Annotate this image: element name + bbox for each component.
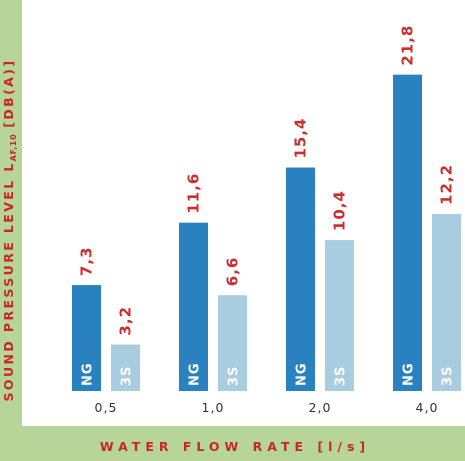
- bar-3s-3: [432, 213, 461, 391]
- value-label: 10,4: [331, 190, 349, 231]
- value-label: 7,3: [78, 246, 96, 276]
- y-axis-title-subscript: AF,10: [9, 134, 18, 162]
- x-tick-label: 1,0: [202, 400, 225, 415]
- bar-group: 7,3NG3,23S0,511,6NG6,63S1,015,4NG10,43S2…: [72, 25, 461, 415]
- value-label: 12,2: [438, 164, 456, 205]
- x-tick-label: 0,5: [95, 400, 118, 415]
- bar-ng-0: [72, 285, 101, 391]
- x-tick-label: 4,0: [416, 400, 439, 415]
- bar-ng-2: [286, 167, 315, 391]
- bar-ng-1: [179, 222, 208, 391]
- bar-3s-2: [325, 240, 354, 391]
- y-axis-title-unit: [DB(A)]: [1, 59, 16, 128]
- value-label: 6,6: [224, 257, 242, 287]
- series-label-3s: 3S: [120, 366, 135, 386]
- value-label: 11,6: [185, 173, 203, 214]
- y-axis-title-main: SOUND PRESSURE LEVEL L: [1, 161, 16, 401]
- series-label-ng: NG: [402, 362, 417, 386]
- series-label-ng: NG: [81, 362, 96, 386]
- bar-ng-3: [393, 74, 422, 391]
- series-label-3s: 3S: [334, 366, 349, 386]
- series-label-ng: NG: [295, 362, 310, 386]
- bar-3s-1: [218, 295, 247, 391]
- series-label-ng: NG: [188, 362, 203, 386]
- x-axis-title: WATER FLOW RATE [l/s]: [100, 439, 370, 454]
- value-label: 15,4: [292, 118, 310, 159]
- series-label-3s: 3S: [441, 366, 456, 386]
- x-tick-label: 2,0: [309, 400, 332, 415]
- series-label-3s: 3S: [227, 366, 242, 386]
- value-label: 3,2: [117, 306, 135, 336]
- value-label: 21,8: [399, 25, 417, 66]
- y-axis-title: SOUND PRESSURE LEVEL LAF,10 [DB(A)]: [1, 59, 18, 402]
- bar-3s-0: [111, 344, 140, 391]
